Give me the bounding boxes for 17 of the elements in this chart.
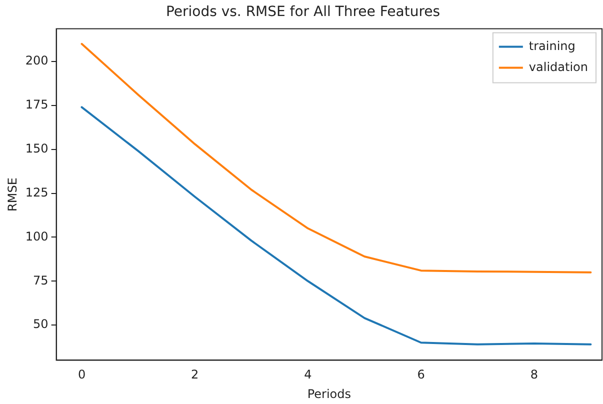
y-tick-label: 75 <box>33 273 48 288</box>
x-axis-title: Periods <box>307 386 351 401</box>
chart-title: Periods vs. RMSE for All Three Features <box>166 4 440 20</box>
y-tick-label: 150 <box>25 141 48 156</box>
x-tick-label: 0 <box>78 368 86 382</box>
y-tick-label: 100 <box>25 229 48 244</box>
y-tick-label: 200 <box>25 54 48 68</box>
y-axis-title: RMSE <box>5 178 20 212</box>
y-tick-label: 175 <box>25 98 48 112</box>
legend-label: validation <box>528 60 588 74</box>
x-tick-label: 6 <box>417 368 425 382</box>
y-tick-label: 50 <box>33 317 48 332</box>
x-tick-label: 2 <box>191 368 199 382</box>
x-tick-label: 4 <box>304 368 312 382</box>
x-tick-label: 8 <box>530 368 538 382</box>
legend-label: training <box>528 38 576 53</box>
y-tick-label: 125 <box>25 185 48 200</box>
